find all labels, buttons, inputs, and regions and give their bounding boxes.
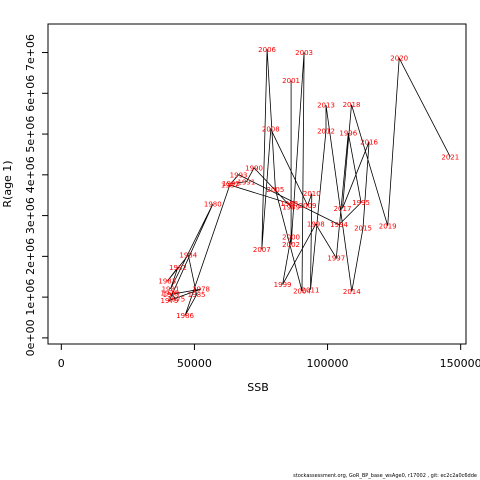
point-label-2014: 2014 — [343, 288, 361, 296]
point-label-2007: 2007 — [253, 246, 271, 254]
point-label-1980: 1980 — [204, 201, 222, 209]
point-label-2012: 2012 — [317, 127, 335, 135]
point-label-1985: 1985 — [188, 291, 206, 299]
point-label-2011: 2011 — [302, 286, 320, 294]
point-label-1999: 1999 — [274, 281, 292, 289]
point-label-2015: 2015 — [354, 225, 372, 233]
point-label-1989: 1989 — [282, 204, 300, 212]
point-label-2019: 2019 — [379, 222, 397, 230]
y-tick-label: 3e+06 — [24, 197, 37, 234]
point-label-2010: 2010 — [303, 190, 321, 198]
point-label-1997: 1997 — [327, 255, 345, 263]
trajectory-lines — [166, 49, 451, 316]
x-tick-label: 100000 — [307, 357, 349, 370]
y-tick-label: 0e+00 — [24, 319, 37, 356]
point-label-2021: 2021 — [441, 153, 459, 161]
y-axis-title: R(age 1) — [1, 160, 14, 207]
point-label-2008: 2008 — [262, 126, 280, 134]
point-label-2005: 2005 — [266, 186, 284, 194]
point-label-1990: 1990 — [245, 164, 263, 172]
point-label-1995: 1995 — [352, 199, 370, 207]
footer-source-text: stockassessment.org, GoR_BP_base_wsAge0,… — [293, 473, 477, 479]
point-label-1998: 1998 — [307, 221, 325, 229]
x-tick-label: 50000 — [177, 357, 212, 370]
y-tick-label: 5e+06 — [24, 116, 37, 153]
point-label-1977: 1977 — [163, 291, 181, 299]
point-label-1987: 1987 — [221, 182, 239, 190]
y-tick-label: 1e+06 — [24, 279, 37, 316]
point-label-2013: 2013 — [317, 102, 335, 110]
point-label-2016: 2016 — [360, 138, 378, 146]
y-tick-label: 7e+06 — [24, 34, 37, 71]
x-tick-label: 150000 — [440, 357, 480, 370]
point-label-2003: 2003 — [295, 49, 313, 57]
y-tick-label: 6e+06 — [24, 75, 37, 112]
point-label-1983: 1983 — [158, 278, 176, 286]
point-label-1992: 1992 — [222, 180, 240, 188]
point-label-2001: 2001 — [282, 77, 300, 85]
point-label-2000: 2000 — [282, 233, 300, 241]
point-label-2009: 2009 — [299, 202, 317, 210]
point-label-2017: 2017 — [334, 205, 352, 213]
point-label-1978: 1978 — [192, 286, 210, 294]
point-label-2020: 2020 — [390, 55, 408, 63]
y-axis: 0e+00 1e+06 2e+06 3e+06 4e+06 5e+06 6e+06 7e+06 — [24, 34, 49, 356]
point-label-1975: 1975 — [167, 296, 185, 304]
point-label-2018: 2018 — [343, 101, 361, 109]
x-tick-label: 0 — [58, 357, 65, 370]
y-tick-label: 2e+06 — [24, 238, 37, 275]
point-label-1991: 1991 — [237, 178, 255, 186]
point-label-1979: 1979 — [160, 297, 178, 305]
y-tick-label: 4e+06 — [24, 156, 37, 193]
point-label-1982: 1982 — [169, 264, 187, 272]
point-label-1994: 1994 — [330, 221, 348, 229]
point-label-1976: 1976 — [160, 290, 178, 298]
x-axis: 0 50000 100000 150000 — [58, 343, 480, 370]
point-label-1996: 1996 — [339, 130, 357, 138]
point-label-2004: 2004 — [293, 288, 311, 296]
point-label-1993: 1993 — [230, 171, 248, 179]
point-label-1988: 1988 — [280, 200, 298, 208]
trajectory-polyline — [166, 49, 451, 316]
point-label-1986: 1986 — [176, 312, 194, 320]
point-label-1981: 1981 — [162, 286, 180, 294]
x-axis-title: SSB — [247, 381, 269, 394]
point-label-1984: 1984 — [179, 252, 197, 260]
point-label-2002: 2002 — [282, 241, 300, 249]
point-label-2006: 2006 — [258, 46, 276, 54]
